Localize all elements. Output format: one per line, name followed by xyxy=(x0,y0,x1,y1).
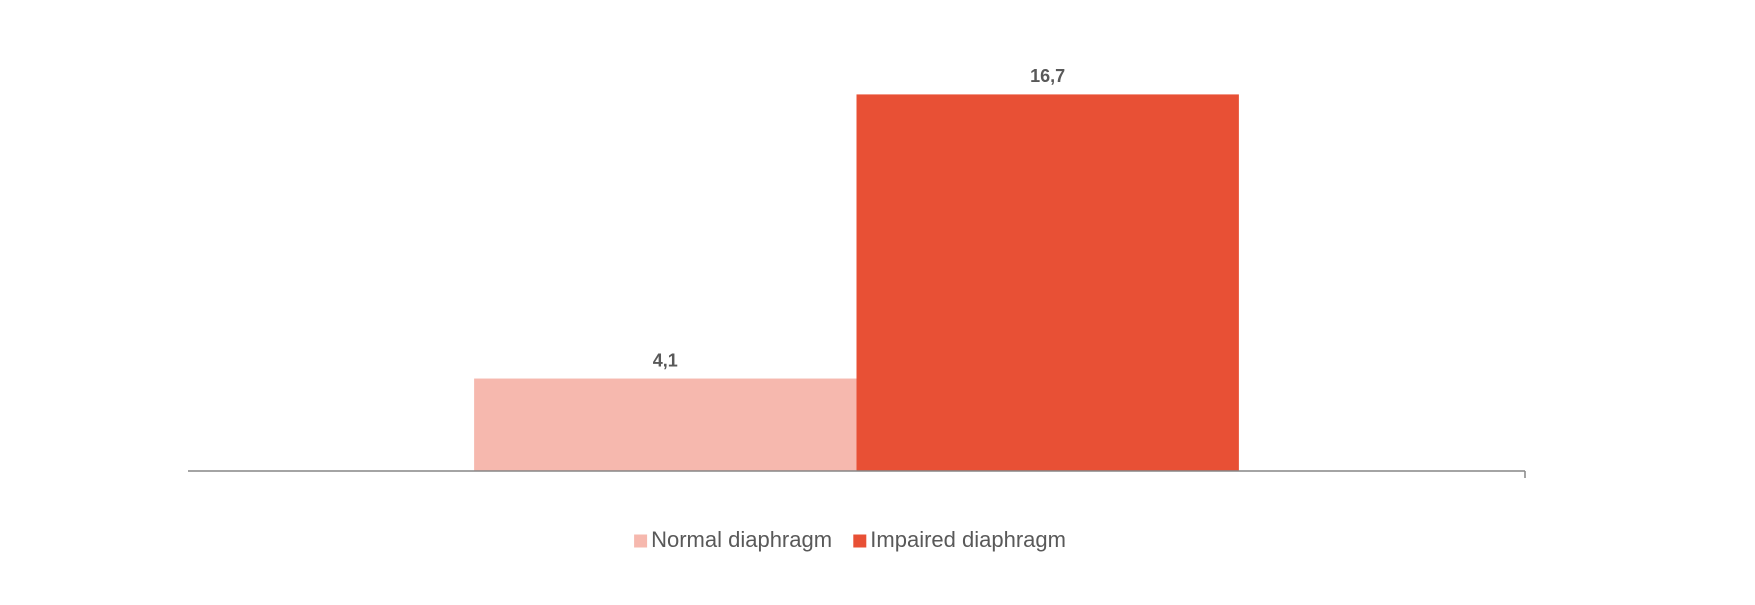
legend-swatch xyxy=(634,534,648,548)
bar xyxy=(474,378,857,471)
data-label: 16,7 xyxy=(1030,66,1065,86)
bar xyxy=(856,94,1239,471)
legend-swatch xyxy=(853,534,867,548)
legend-label: Normal diaphragm xyxy=(651,527,832,552)
legend-label: Impaired diaphragm xyxy=(870,527,1066,552)
data-label: 4,1 xyxy=(653,350,678,370)
